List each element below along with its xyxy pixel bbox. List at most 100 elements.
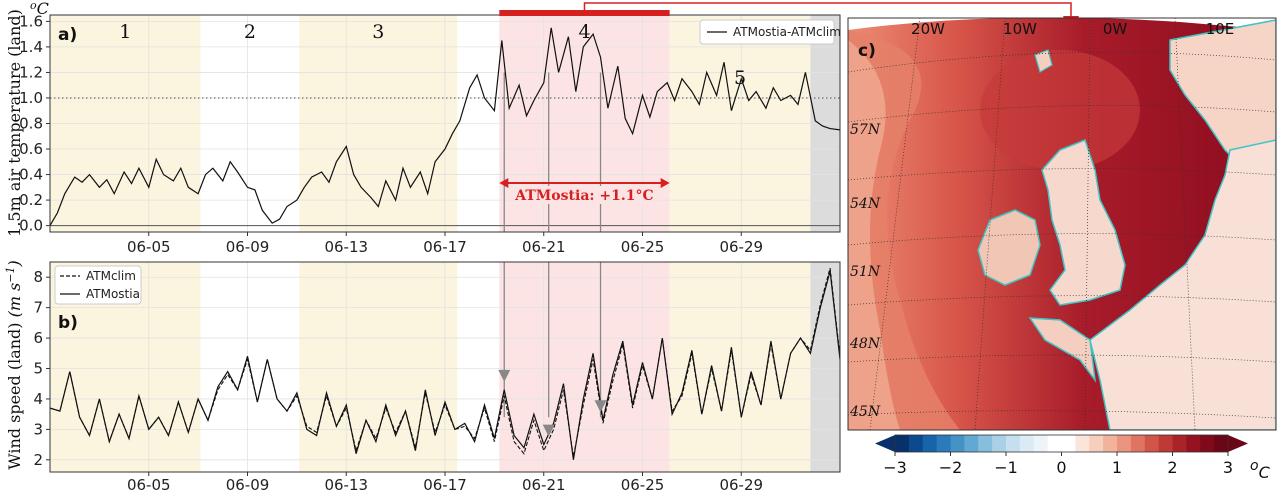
panel-label-a: a) bbox=[58, 25, 77, 45]
y-tick-label-b: 5 bbox=[33, 360, 43, 378]
colorbar-segment bbox=[1019, 435, 1035, 452]
colorbar-segment bbox=[1144, 435, 1160, 452]
lat-label: 57N bbox=[850, 122, 881, 138]
period-band-b-5 bbox=[810, 262, 840, 472]
colorbar-segment bbox=[908, 435, 924, 452]
y-tick-label-b: 7 bbox=[33, 299, 43, 317]
period-band-b-2 bbox=[299, 262, 458, 472]
y-tick-label-a: 0.2 bbox=[19, 191, 43, 209]
series-line-atmostia bbox=[50, 270, 840, 460]
event-arrow-2 bbox=[594, 400, 607, 413]
map-frame bbox=[847, 17, 1277, 431]
y-tick-label-a: 1.0 bbox=[19, 89, 43, 107]
land-brittany bbox=[1028, 317, 1097, 383]
y-tick-label-a: 1.2 bbox=[19, 63, 43, 81]
panel-label-b: b) bbox=[58, 313, 78, 333]
x-tick-label-b: 06-21 bbox=[522, 476, 566, 492]
y-axis-label-b: Wind speed (land) (m s−1) bbox=[4, 260, 24, 470]
x-tick-label-a: 06-17 bbox=[423, 238, 467, 256]
heatwave-label: ATMostia: +1.1°C bbox=[514, 188, 653, 204]
land-ireland bbox=[977, 209, 1041, 286]
x-tick-label-a: 06-09 bbox=[226, 238, 270, 256]
period-label-4: 4 bbox=[578, 21, 590, 43]
panel-a: 0.00.20.40.60.81.01.21.41.6 06-05 06-09 06… bbox=[5, 0, 841, 256]
period-label-2: 2 bbox=[244, 21, 256, 43]
x-tick-label-a: 06-05 bbox=[127, 238, 171, 256]
ocean-west-lighter bbox=[848, 40, 900, 430]
legend-b: ATMclim ATMostia bbox=[54, 265, 142, 305]
x-ticks-b: 06-05 06-09 06-13 06-17 06-21 06-25 06-29 bbox=[127, 472, 763, 492]
map-graticule bbox=[848, 18, 1276, 430]
y-tick-label-a: 0.4 bbox=[19, 166, 43, 184]
colorbar-tick-label: 0 bbox=[1056, 458, 1066, 477]
colorbar-segment bbox=[1130, 435, 1146, 452]
land-continent bbox=[1089, 139, 1276, 430]
colorbar-segment bbox=[978, 435, 993, 452]
x-tick-label-b: 06-17 bbox=[423, 476, 467, 492]
colorbar-ticks: −3 −2 −1 0 1 2 3 bbox=[883, 452, 1233, 477]
legend-a: ATMostia-ATMclim bbox=[699, 19, 841, 45]
lon-label: 20W bbox=[911, 20, 945, 38]
legend-item-atmostia: ATMostia bbox=[86, 287, 140, 301]
y-axis-label-a: 1.5m air temperature (land) bbox=[5, 9, 24, 237]
colorbar-tick-label: 2 bbox=[1167, 458, 1177, 477]
colorbar-tick-label: −2 bbox=[939, 458, 963, 477]
lat-label: 54N bbox=[850, 196, 881, 212]
colorbar bbox=[875, 434, 1248, 453]
period-label-5: 5 bbox=[734, 67, 746, 89]
panel-label-c: c) bbox=[858, 41, 876, 61]
x-ticks-a: 06-05 06-09 06-13 06-17 06-21 06-25 06-29 bbox=[127, 232, 763, 256]
ocean-north-patch bbox=[980, 50, 1140, 170]
x-tick-label-a: 06-29 bbox=[719, 238, 763, 256]
lat-label: 51N bbox=[850, 264, 881, 280]
y-ticks-a: 0.0 0.2 0.4 0.6 0.8 1.0 1.2 1.4 1.6 bbox=[19, 12, 50, 235]
colorbar-segment bbox=[1186, 435, 1201, 452]
y-tick-label-a: 1.6 bbox=[19, 12, 43, 30]
y-tick-label-b: 8 bbox=[33, 268, 43, 286]
event-arrow-0 bbox=[498, 369, 511, 382]
colorbar-tick-label: −1 bbox=[994, 458, 1018, 477]
y-tick-label-b: 4 bbox=[33, 390, 43, 408]
heatwave-annotation: ATMostia: +1.1°C bbox=[499, 178, 670, 204]
x-tick-label-b: 06-25 bbox=[621, 476, 665, 492]
y-tick-label-a: 1.4 bbox=[19, 38, 43, 56]
x-tick-label-a: 06-13 bbox=[324, 238, 368, 256]
y-tick-label-a: 0.8 bbox=[19, 115, 43, 133]
colorbar-segment bbox=[1117, 435, 1132, 452]
colorbar-segment bbox=[1089, 435, 1104, 452]
y-tick-label-b: 6 bbox=[33, 329, 43, 347]
series-line-diff bbox=[50, 27, 840, 226]
colorbar-segment bbox=[1061, 435, 1076, 452]
colorbar-segment bbox=[922, 435, 938, 452]
colorbar-high-extend bbox=[1228, 435, 1248, 452]
colorbar-tick-label: 3 bbox=[1223, 458, 1233, 477]
colorbar-segment bbox=[1075, 435, 1090, 452]
legend-item-atmclim: ATMclim bbox=[86, 269, 136, 283]
colorbar-segment bbox=[1214, 435, 1229, 452]
colorbar-segment bbox=[1158, 435, 1173, 452]
x-tick-label-a: 06-21 bbox=[522, 238, 566, 256]
grid-b bbox=[50, 262, 840, 472]
event-lines-a bbox=[503, 72, 602, 232]
lat-label: 45N bbox=[849, 404, 881, 420]
colorbar-unit: oC bbox=[1250, 458, 1271, 482]
colorbar-segment bbox=[992, 435, 1007, 452]
colorbar-segment bbox=[1033, 435, 1049, 452]
panel-c-map: c) 20W 10W 0W 10E 57N 54N 51N 48N 45N −3 −2 −1 0 1 2… bbox=[847, 17, 1277, 482]
y-ticks-b: 2 3 4 5 6 7 8 bbox=[33, 268, 50, 469]
period-band-b-4 bbox=[669, 262, 811, 472]
period-label-3: 3 bbox=[372, 21, 384, 43]
colorbar-tick-label: −3 bbox=[883, 458, 907, 477]
event-arrows bbox=[498, 369, 607, 437]
unit-label-a: oC bbox=[30, 0, 49, 18]
colorbar-segment bbox=[1006, 435, 1021, 452]
colorbar-segment bbox=[895, 435, 910, 452]
period-labels: 1 2 3 4 5 bbox=[119, 21, 746, 89]
period-label-1: 1 bbox=[119, 21, 131, 43]
y-tick-label-a: 0.6 bbox=[19, 140, 43, 158]
colorbar-segment bbox=[936, 435, 951, 452]
colorbar-segment bbox=[1047, 435, 1062, 452]
colorbar-segment bbox=[950, 435, 965, 452]
svg-text:Wind speed (land) (m s−1): Wind speed (land) (m s−1) bbox=[4, 260, 24, 470]
